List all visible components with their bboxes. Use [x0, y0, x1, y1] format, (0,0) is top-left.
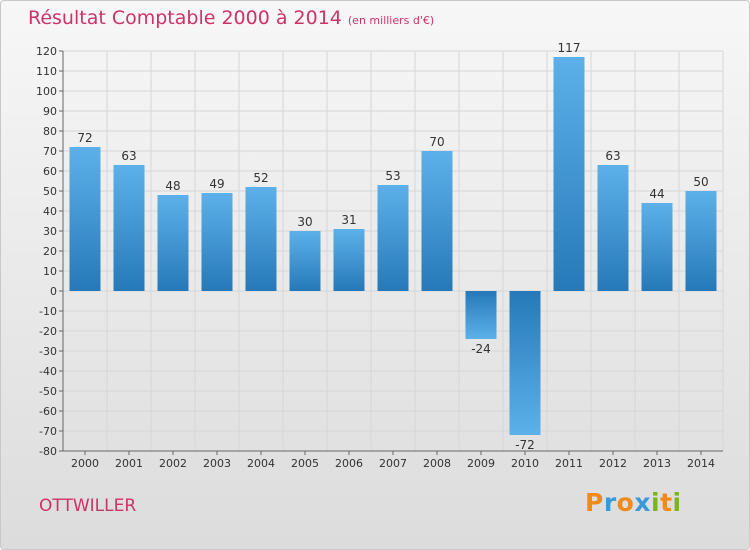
data-label: 70 — [429, 135, 444, 149]
bar[interactable] — [465, 291, 497, 339]
commune-name: OTTWILLER — [39, 496, 137, 516]
bar[interactable] — [289, 231, 321, 291]
y-tick-label: 80 — [43, 125, 57, 138]
x-tick-label: 2003 — [203, 457, 231, 470]
y-tick-label: 90 — [43, 105, 57, 118]
bar[interactable] — [685, 191, 717, 291]
bar[interactable] — [333, 229, 365, 291]
data-label: 63 — [121, 149, 136, 163]
x-tick-label: 2012 — [599, 457, 627, 470]
y-tick-label: 110 — [36, 65, 57, 78]
y-tick-label: -40 — [39, 365, 57, 378]
data-label: 63 — [605, 149, 620, 163]
logo-letter: i — [672, 488, 682, 517]
y-tick-label: 0 — [50, 285, 57, 298]
chart-title: Résultat Comptable 2000 à 2014 (en millie… — [28, 7, 434, 29]
logo-letter: t — [660, 488, 673, 517]
y-tick-label: 70 — [43, 145, 57, 158]
bar[interactable] — [201, 193, 233, 291]
logo-letter: P — [585, 488, 604, 517]
y-tick-label: -30 — [39, 345, 57, 358]
y-tick-label: 60 — [43, 165, 57, 178]
bar[interactable] — [377, 185, 409, 291]
y-tick-label: -20 — [39, 325, 57, 338]
data-label: 72 — [77, 131, 92, 145]
data-label: 31 — [341, 213, 356, 227]
data-label: 52 — [253, 171, 268, 185]
data-label: 50 — [693, 175, 708, 189]
x-tick-label: 2006 — [335, 457, 363, 470]
x-tick-label: 2000 — [71, 457, 99, 470]
bar[interactable] — [113, 165, 145, 291]
y-tick-label: -70 — [39, 425, 57, 438]
bar[interactable] — [69, 147, 101, 291]
x-tick-label: 2005 — [291, 457, 319, 470]
y-tick-label: -60 — [39, 405, 57, 418]
title-text: Résultat Comptable 2000 à 2014 — [28, 7, 342, 29]
axes: 1201101009080706050403020100-10-20-30-40… — [36, 45, 723, 470]
bar[interactable] — [157, 195, 189, 291]
y-tick-label: 10 — [43, 265, 57, 278]
bar[interactable] — [509, 291, 541, 435]
logo-letter: i — [651, 488, 661, 517]
bar[interactable] — [553, 57, 585, 291]
logo-letter: o — [616, 488, 635, 517]
y-tick-label: 30 — [43, 225, 57, 238]
y-tick-label: -80 — [39, 445, 57, 458]
y-tick-label: 20 — [43, 245, 57, 258]
y-tick-label: 50 — [43, 185, 57, 198]
y-tick-label: -10 — [39, 305, 57, 318]
x-tick-label: 2007 — [379, 457, 407, 470]
data-label: 30 — [297, 215, 312, 229]
logo-letter: r — [603, 488, 617, 517]
x-tick-label: 2013 — [643, 457, 671, 470]
x-tick-label: 2004 — [247, 457, 275, 470]
chart-subtitle: (en milliers d'€) — [347, 14, 435, 27]
x-tick-label: 2010 — [511, 457, 539, 470]
y-tick-label: 100 — [36, 85, 57, 98]
x-tick-label: 2011 — [555, 457, 583, 470]
x-tick-label: 2008 — [423, 457, 451, 470]
data-label: -72 — [515, 438, 535, 452]
data-label: 117 — [558, 41, 581, 55]
bar[interactable] — [245, 187, 277, 291]
data-label: 49 — [209, 177, 224, 191]
logo-letter: x — [634, 488, 651, 517]
y-tick-label: -50 — [39, 385, 57, 398]
x-tick-label: 2002 — [159, 457, 187, 470]
bars — [69, 57, 717, 435]
bar[interactable] — [641, 203, 673, 291]
x-tick-label: 2014 — [687, 457, 715, 470]
data-label: 44 — [649, 187, 664, 201]
data-label: 48 — [165, 179, 180, 193]
x-tick-label: 2001 — [115, 457, 143, 470]
bar[interactable] — [421, 151, 453, 291]
y-tick-label: 120 — [36, 45, 57, 58]
x-tick-label: 2009 — [467, 457, 495, 470]
data-label: 53 — [385, 169, 400, 183]
bar[interactable] — [597, 165, 629, 291]
data-label: -24 — [471, 342, 491, 356]
proxiti-logo[interactable]: Proxiti — [585, 488, 682, 517]
data-labels: 72 63 48 49 52 30 31 53 70 -24 -72 117 63 44 50 — [77, 41, 708, 452]
y-tick-label: 40 — [43, 205, 57, 218]
